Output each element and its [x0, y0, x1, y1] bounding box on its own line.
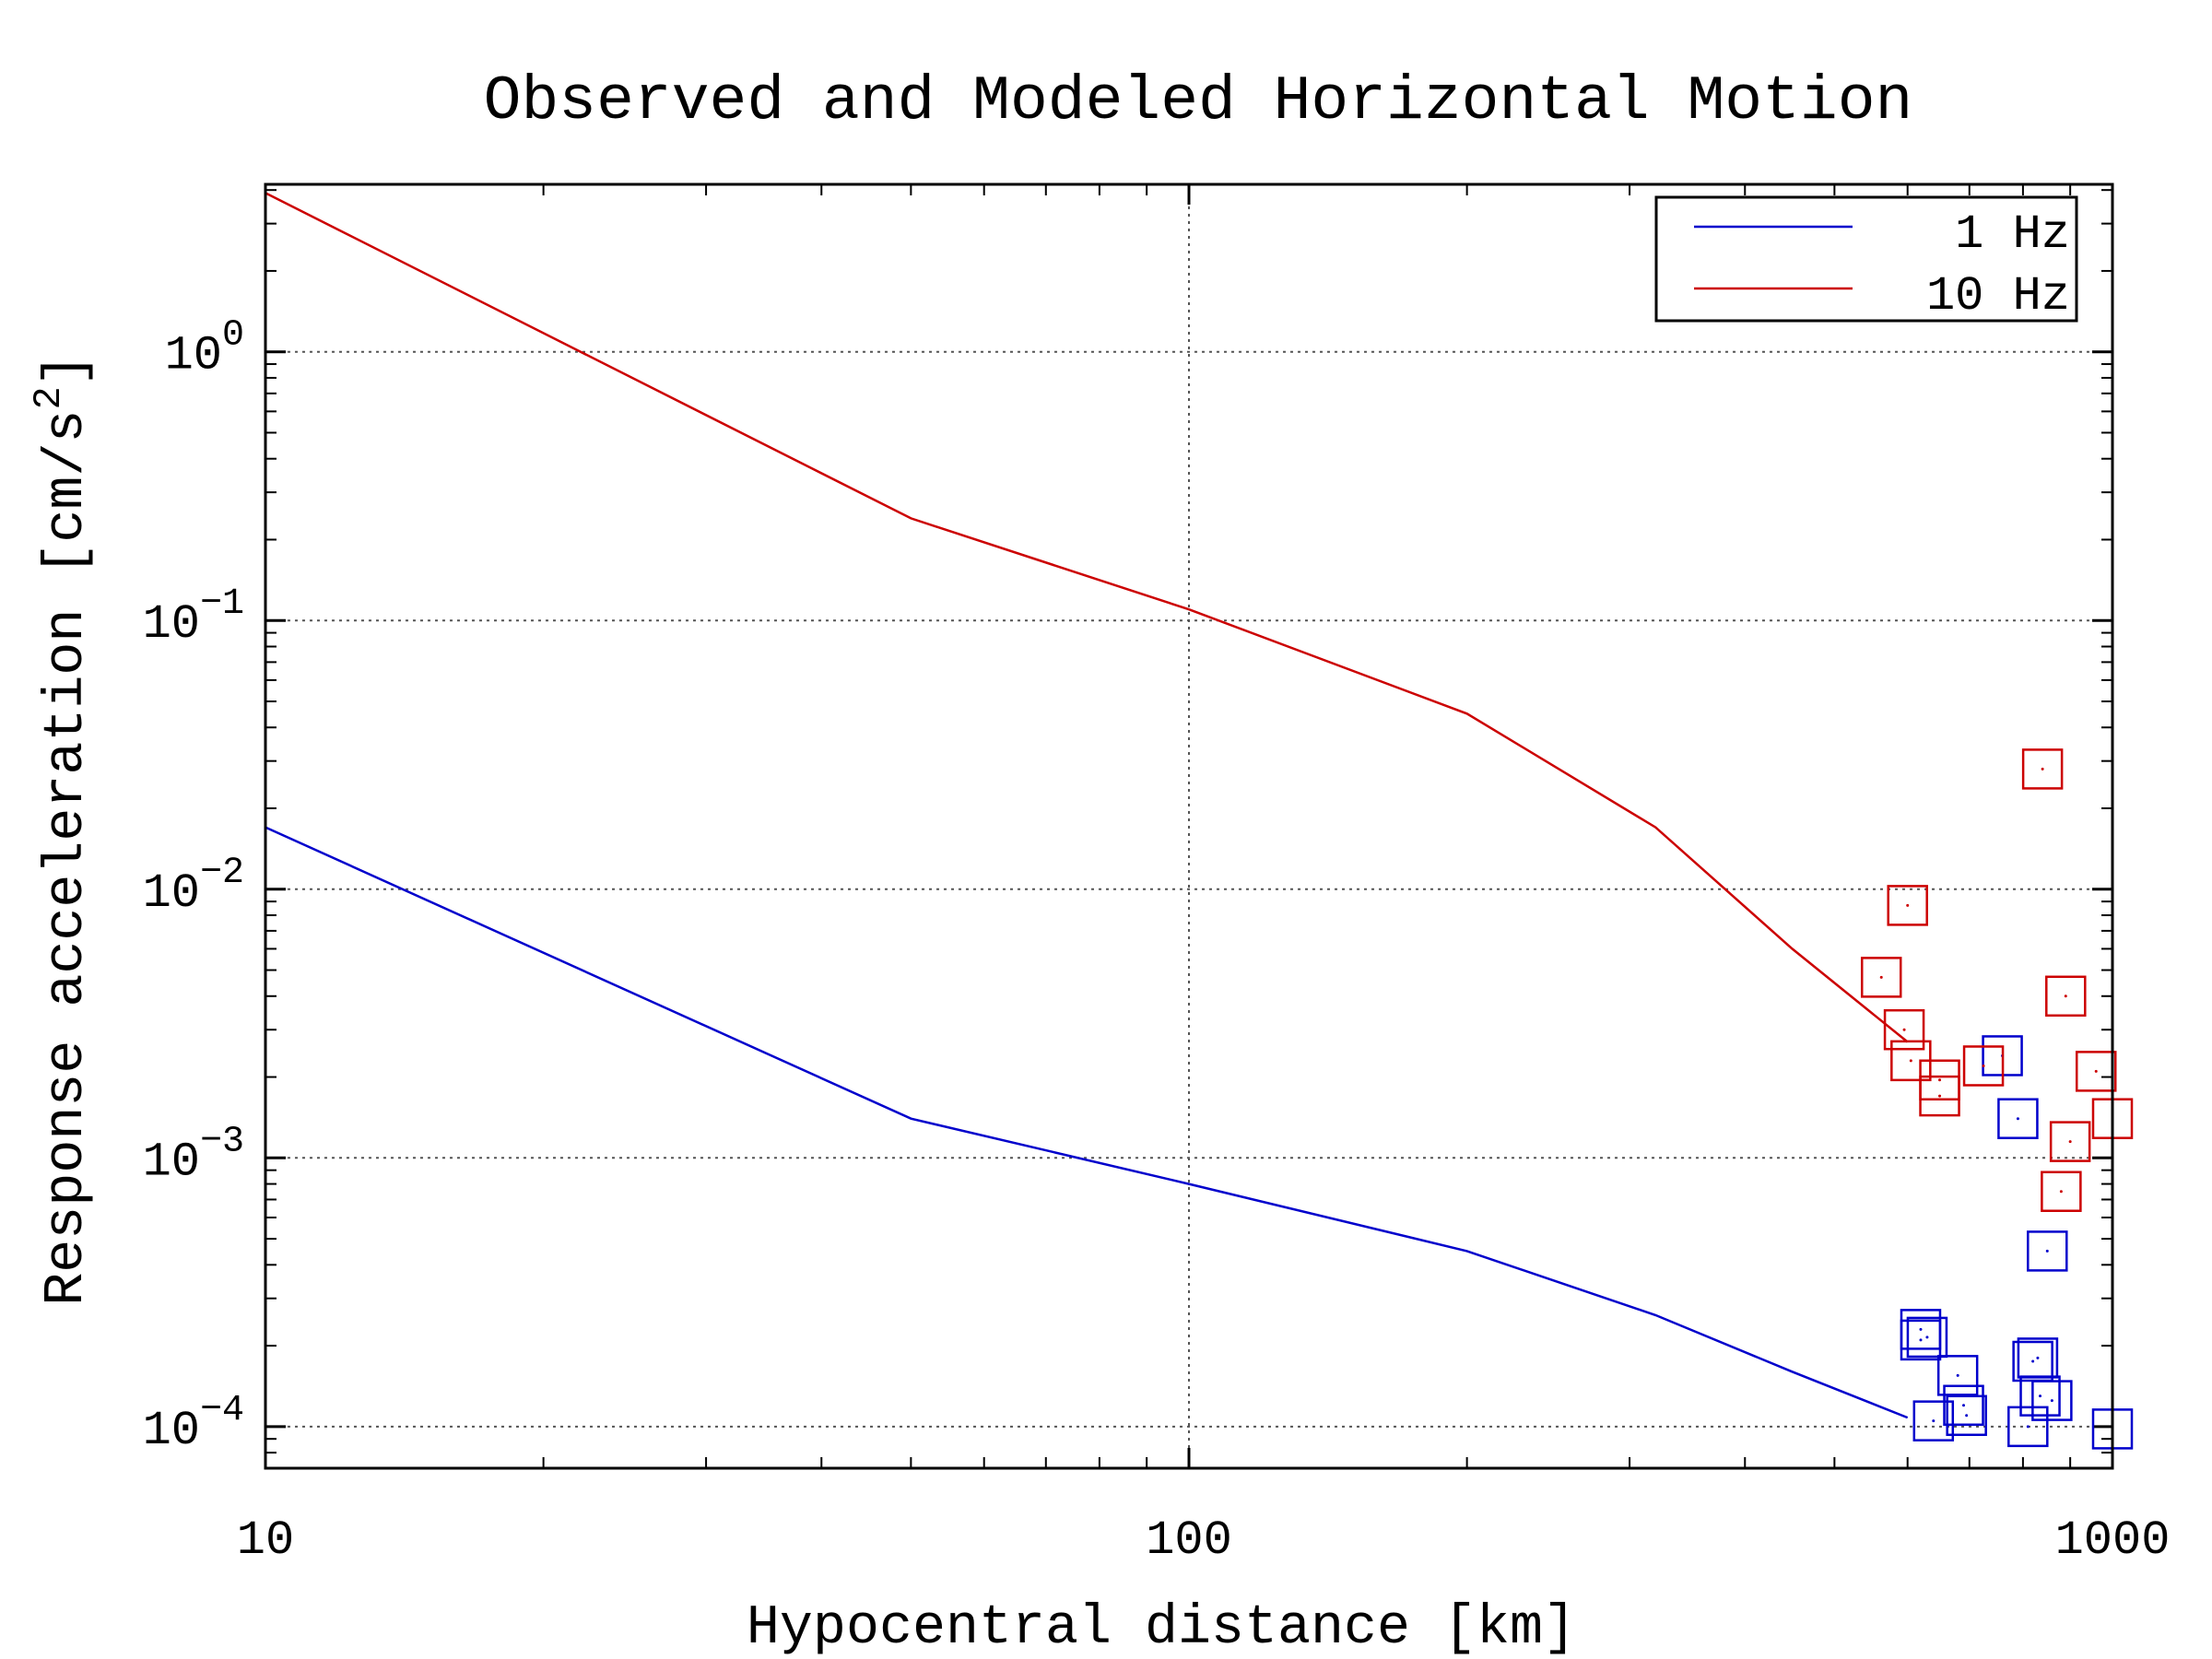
- observed-point-dot-10hz: [1909, 1059, 1912, 1063]
- x-tick-labels: 10 100 1000: [237, 1513, 2171, 1568]
- observed-point-dot-1hz: [1919, 1327, 1923, 1331]
- observed-point-1hz: [1906, 1316, 1948, 1359]
- observed-point-10hz: [2041, 1171, 2082, 1212]
- observed-point-dot-1hz: [2039, 1394, 2042, 1398]
- observed-point-dot-10hz: [2094, 1069, 2098, 1073]
- observed-point-dot-10hz: [1879, 975, 1883, 979]
- plot-area: [265, 192, 2134, 1450]
- observed-point-1hz: [2031, 1380, 2073, 1421]
- legend-label-10hz: 10 Hz: [1926, 269, 2070, 324]
- observed-point-dot-10hz: [1938, 1078, 1942, 1082]
- observed-point-10hz: [1887, 885, 1928, 926]
- observed-point-dot-10hz: [2068, 1140, 2072, 1144]
- observed-point-1hz: [2027, 1230, 2068, 1272]
- observed-point-dot-1hz: [2050, 1399, 2053, 1403]
- observed-point-10hz: [2045, 975, 2087, 1018]
- y-axis-label-sup: 2: [27, 386, 71, 409]
- observed-point-dot-10hz: [2041, 767, 2044, 771]
- x-axis-label: Hypocentral distance [km]: [747, 1597, 1576, 1659]
- observed-point-1hz: [1997, 1098, 2039, 1139]
- legend-box: [1654, 195, 2078, 323]
- y-tick-labels: 100 10−1 10−2 10−3 10−4: [143, 315, 244, 1458]
- chart-title: Observed and Modeled Horizontal Motion: [484, 66, 1913, 137]
- observed-point-dot-1hz: [2026, 1425, 2030, 1429]
- observed-point-10hz: [1883, 1008, 1925, 1051]
- model-line-1hz: [265, 826, 1909, 1419]
- observed-point-dot-1hz: [1925, 1335, 1929, 1339]
- observed-point-10hz: [2049, 1121, 2091, 1162]
- y-axis-label-main: Response acceleration [cm/s: [36, 410, 99, 1306]
- plot-frame: [264, 182, 2114, 1470]
- observed-point-10hz: [1919, 1075, 1960, 1117]
- observed-point-dot-1hz: [2045, 1249, 2049, 1253]
- observed-point-dot-1hz: [1956, 1373, 1959, 1377]
- observed-point-dot-1hz: [2031, 1359, 2035, 1363]
- observed-point-10hz: [1962, 1045, 2005, 1087]
- y-axis-label: Response acceleration [cm/s2]: [27, 353, 99, 1305]
- x-tick-label: 100: [1146, 1513, 1232, 1568]
- y-axis-label-end: ]: [36, 353, 99, 386]
- observed-point-dot-10hz: [2059, 1190, 2063, 1194]
- y-tick-label: 10−3: [143, 1121, 244, 1189]
- series-1hz: [265, 826, 2134, 1450]
- y-tick-label: 10−1: [143, 583, 244, 652]
- y-tick-label: 10−4: [143, 1390, 244, 1458]
- observed-point-dot-10hz: [2064, 994, 2067, 998]
- observed-point-1hz: [1946, 1394, 1987, 1437]
- legend: 1 Hz 10 Hz: [1654, 195, 2078, 324]
- observed-point-10hz: [2075, 1051, 2117, 1092]
- observed-point-dot-10hz: [1906, 903, 1910, 907]
- observed-point-1hz: [1912, 1400, 1955, 1441]
- observed-point-dot-1hz: [1919, 1338, 1923, 1342]
- observed-point-dot-1hz: [2036, 1356, 2040, 1359]
- series-10hz: [265, 192, 2134, 1212]
- observed-point-1hz: [2007, 1406, 2049, 1448]
- model-line-10hz: [265, 192, 1909, 1043]
- observed-point-dot-1hz: [1932, 1419, 1936, 1423]
- x-tick-label: 1000: [2055, 1513, 2171, 1568]
- observed-point-dot-1hz: [2016, 1117, 2019, 1121]
- observed-point-10hz: [2021, 748, 2064, 790]
- observed-point-1hz: [1943, 1384, 1984, 1427]
- observed-point-1hz: [2019, 1375, 2061, 1417]
- observed-point-10hz: [1860, 957, 1902, 998]
- grid: [265, 184, 2112, 1468]
- y-tick-label: 10−2: [143, 853, 244, 921]
- y-tick-label: 100: [165, 315, 244, 383]
- legend-label-1hz: 1 Hz: [1955, 207, 2070, 262]
- observed-point-dot-1hz: [1965, 1414, 1969, 1418]
- minor-ticks: [264, 184, 2114, 1469]
- observed-point-1hz: [1936, 1355, 1979, 1396]
- x-tick-label: 10: [237, 1513, 294, 1568]
- observed-point-dot-1hz: [1962, 1404, 1966, 1407]
- observed-point-dot-10hz: [1982, 1064, 1985, 1067]
- observed-point-1hz: [1900, 1309, 1942, 1350]
- observed-point-dot-10hz: [1902, 1028, 1906, 1031]
- observed-point-dot-10hz: [1938, 1094, 1942, 1098]
